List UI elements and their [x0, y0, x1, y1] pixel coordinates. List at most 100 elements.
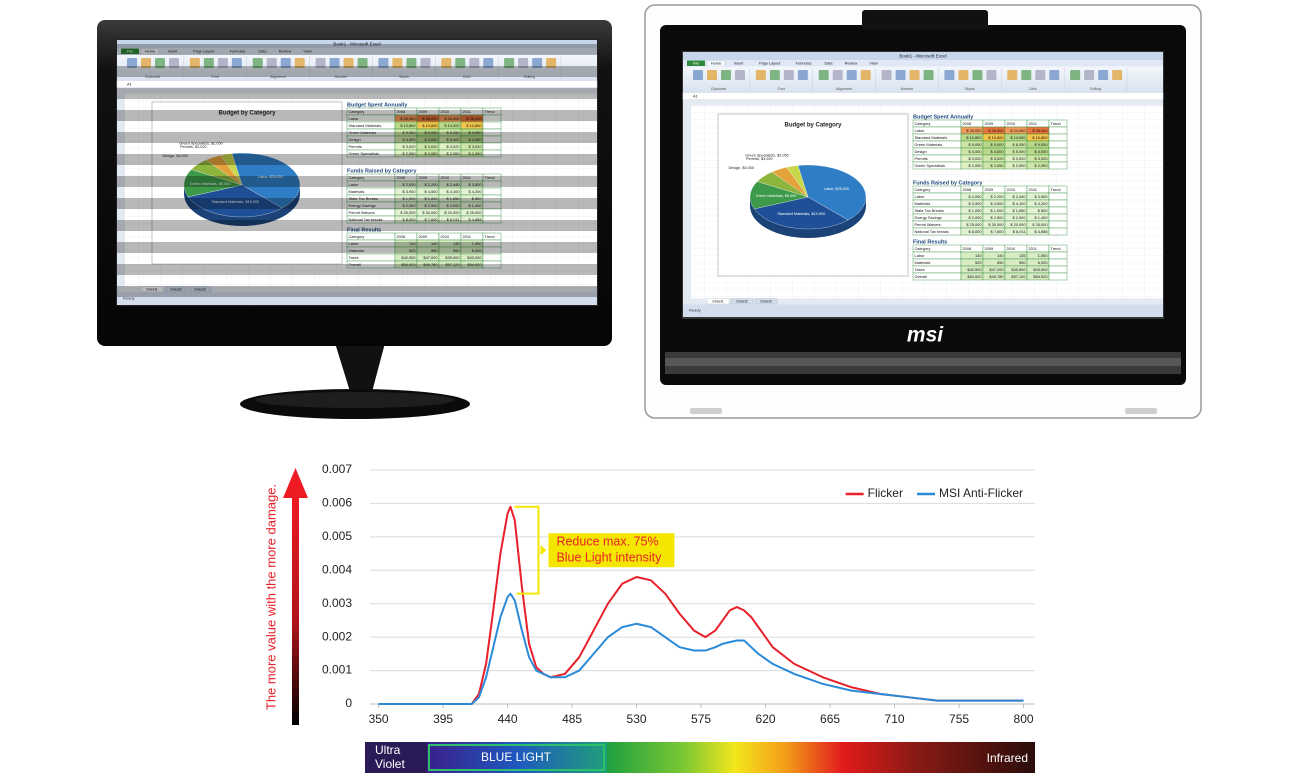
y-tick-label: 0.001: [322, 663, 352, 677]
header-text: Trend: [1051, 187, 1061, 192]
cell-text: 130: [975, 253, 982, 258]
cell-text: $49,780: [989, 274, 1004, 279]
ribbon-group: Font: [778, 87, 785, 91]
y-tick-label: 0.004: [322, 562, 352, 576]
cell-text: $43,000: [1033, 267, 1048, 272]
cell: [1048, 154, 1068, 163]
file-tab: [687, 60, 705, 66]
cell-text: $ 26,000: [966, 128, 982, 133]
pie-label: Green Specialists, $2,050: [745, 153, 788, 157]
y-tick-label: 0.006: [322, 496, 352, 510]
cell-text: $ 1,000: [991, 208, 1005, 213]
y-tick-label: 0.007: [322, 462, 352, 476]
ribbon-icon: [909, 70, 920, 80]
ribbon-icon: [958, 70, 969, 80]
annotation-text: Blue Light intensity: [556, 551, 662, 565]
pie-slice: [797, 164, 867, 221]
cell-text: $ 30,000: [988, 222, 1004, 227]
cell-text: 1,550: [1038, 253, 1049, 258]
cell-text: $ 8,000: [969, 229, 983, 234]
x-tick-label: 485: [562, 712, 582, 726]
ribbon-icon: [860, 70, 871, 80]
ribbon-group: Styles: [965, 87, 975, 91]
table-title: Funds Raised by Category: [913, 180, 983, 186]
pie-label: Standard Materials, $19,900: [777, 212, 825, 216]
cell: [1048, 133, 1068, 142]
pie-label: Labor, $26,000: [824, 187, 849, 191]
cell-text: $ 2,000: [969, 215, 983, 220]
header-text: 2010: [1007, 246, 1016, 251]
foot: [1125, 408, 1157, 414]
ultraviolet-label: Violet: [375, 757, 405, 771]
ribbon-tab: View: [869, 62, 877, 66]
ribbon-icon: [735, 70, 745, 80]
ribbon-icon: [1049, 70, 1060, 80]
ribbon-tab: File: [693, 62, 699, 66]
y-axis-label: The more value with the more damage.: [263, 484, 278, 710]
ribbon-group: Editing: [1090, 87, 1101, 91]
name-box: A1: [693, 93, 699, 98]
cell-text: Design: [915, 149, 927, 154]
title-bar: [683, 52, 1163, 60]
cell-text: $ 2,050: [969, 163, 983, 168]
cell-text: $ 2,000: [969, 194, 983, 199]
ribbon-tab: Insert: [734, 62, 744, 66]
cell-text: $ 2,440: [1013, 194, 1027, 199]
ribbon-icon: [1084, 70, 1095, 80]
x-tick-label: 440: [498, 712, 518, 726]
ribbon-tab: Page Layout: [759, 62, 781, 66]
ultraviolet-band: [365, 742, 427, 773]
status-bar: [683, 304, 1163, 317]
ribbon-group: Cells: [1029, 87, 1037, 91]
table-title: Budget Spent Annually: [913, 114, 974, 120]
cell-text: Labor: [915, 253, 926, 258]
ribbon-icon: [1035, 70, 1046, 80]
cell: [1048, 206, 1068, 215]
cell-text: $ 14,000: [1010, 135, 1026, 140]
cell-text: $ 6,011: [1013, 229, 1026, 234]
cell-text: Permit Waivers: [915, 222, 941, 227]
header-text: 2009: [985, 121, 994, 126]
cell-text: $ 4,000: [1035, 149, 1049, 154]
blue-light-band: [427, 742, 607, 773]
cell-text: $ 2,050: [1035, 163, 1049, 168]
ribbon-icon: [783, 70, 794, 80]
cell-text: 135: [1019, 253, 1026, 258]
cell-text: $ 3,020: [1035, 156, 1049, 161]
cell-text: $ 1,400: [1035, 215, 1049, 220]
cell-text: Permits: [915, 156, 928, 161]
flicker-overlay: [117, 40, 597, 305]
cell-text: $ 25,000: [966, 222, 982, 227]
ribbon-icon: [769, 70, 780, 80]
x-tick-label: 800: [1014, 712, 1034, 726]
cell: [1048, 265, 1068, 274]
cell-text: $ 1,000: [969, 208, 983, 213]
header-text: Trend: [1051, 121, 1061, 126]
pie-slice: [749, 181, 809, 210]
sheet-tab: [754, 298, 778, 305]
y-tick-label: 0.003: [322, 596, 352, 610]
cell-text: $ 10,800: [1032, 135, 1048, 140]
cell-text: $ 7,600: [991, 229, 1005, 234]
annotation-box: [548, 533, 675, 568]
cell: [1048, 258, 1068, 267]
cell-text: $ 2,050: [991, 163, 1005, 168]
cell: [1048, 272, 1068, 281]
cell: [1048, 147, 1068, 156]
cell-text: $ 2,050: [1013, 163, 1027, 168]
ribbon-icon: [721, 70, 731, 80]
cell-text: Materials: [915, 260, 931, 265]
sheet-tab-label: Sheet2: [736, 299, 747, 303]
cell-text: $ 25,000: [1032, 222, 1048, 227]
ribbon-group: Number: [901, 87, 915, 91]
monitor-standard: Book1 - Microsoft ExcelFileHomeInsertPag…: [97, 20, 612, 419]
pie-slice: [786, 165, 809, 198]
formula-bar: [682, 92, 1164, 100]
monitor-all-in-one: Book1 - Microsoft Excel File Home Insert Pag…: [644, 4, 1202, 419]
annotation-text: Reduce max. 75%: [556, 535, 658, 549]
legend-label: Flicker: [868, 486, 903, 500]
ribbon-icon: [986, 70, 997, 80]
ribbon-icon: [707, 70, 717, 80]
foot: [690, 408, 722, 414]
ribbon-icon: [1098, 70, 1109, 80]
